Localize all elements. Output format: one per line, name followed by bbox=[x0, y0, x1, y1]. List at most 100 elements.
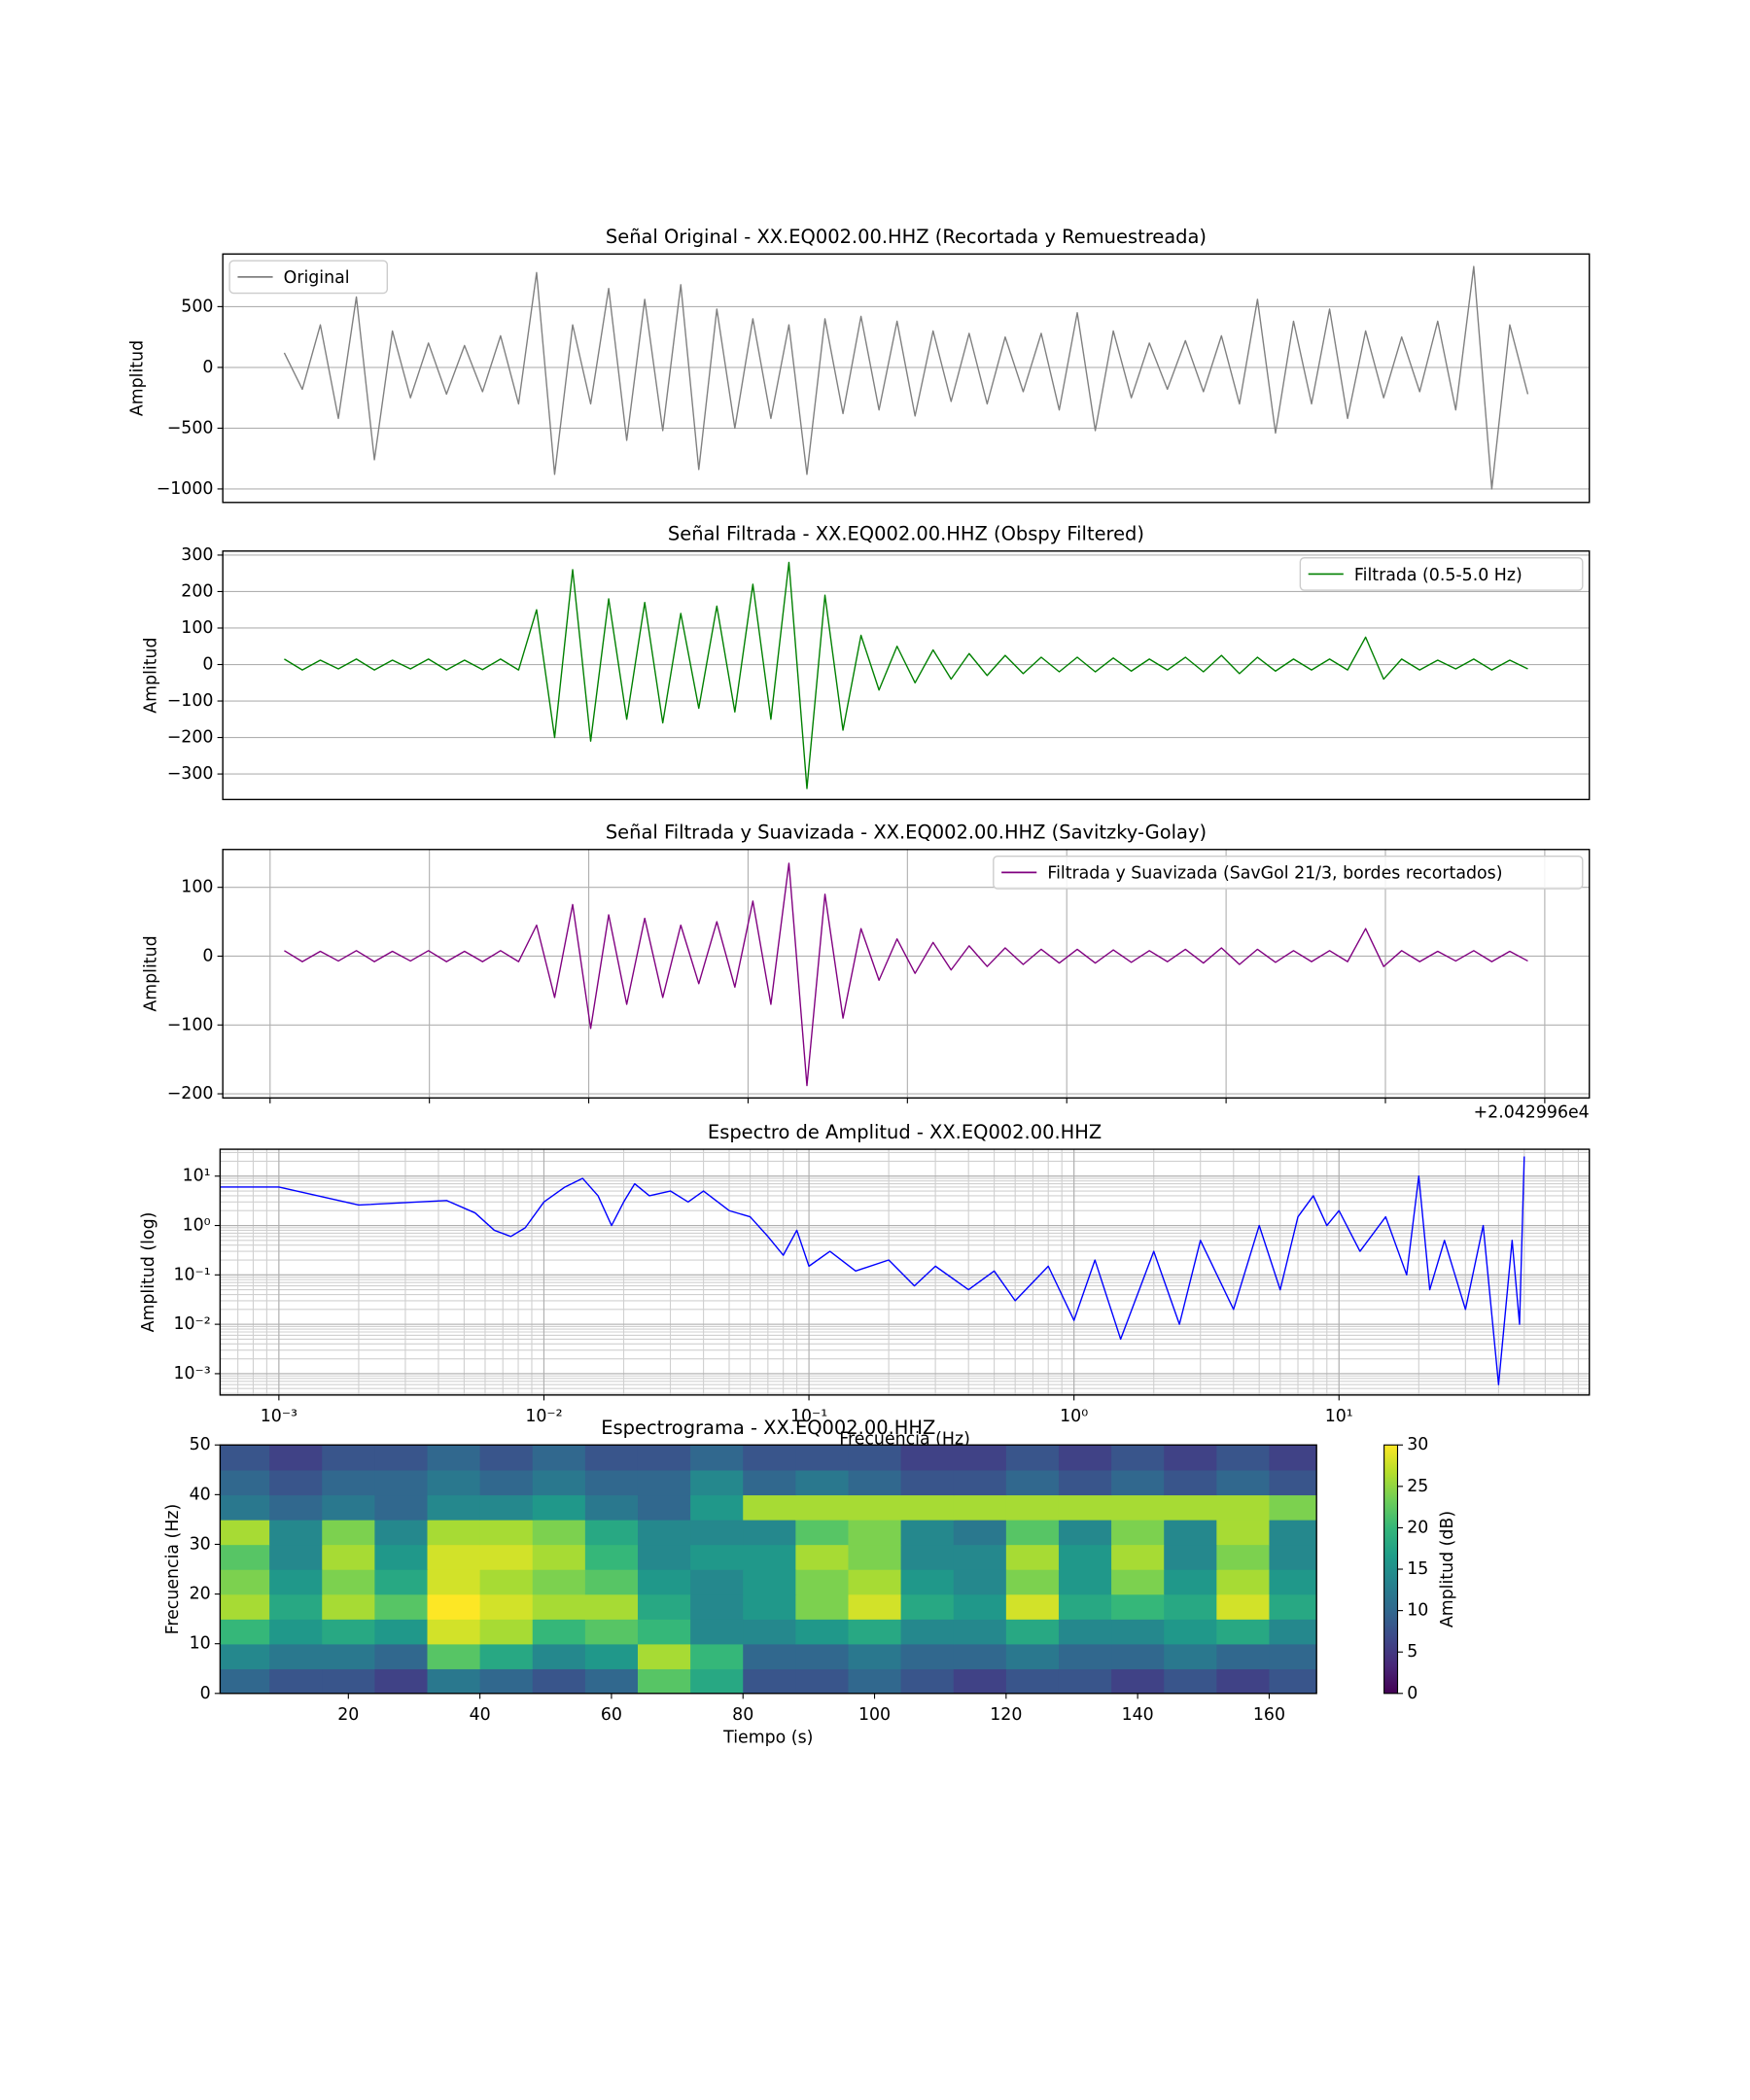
heatmap-cell bbox=[479, 1544, 534, 1570]
heatmap-cell bbox=[584, 1643, 639, 1669]
chart-title: Espectrograma - XX.EQ002.00.HHZ bbox=[601, 1417, 935, 1439]
heatmap-cell bbox=[1216, 1619, 1271, 1645]
x-tick-label: 100 bbox=[858, 1705, 891, 1725]
heatmap-cell bbox=[690, 1643, 744, 1669]
colorbar-tick-label: 5 bbox=[1407, 1642, 1418, 1662]
y-tick-label: 40 bbox=[190, 1485, 211, 1504]
x-tick-label: 80 bbox=[732, 1705, 753, 1725]
colorbar-tick-label: 20 bbox=[1407, 1518, 1428, 1537]
series-line bbox=[284, 862, 1528, 1087]
heatmap-cell bbox=[374, 1619, 429, 1645]
heatmap-cell bbox=[584, 1544, 639, 1570]
heatmap-cell bbox=[953, 1519, 1007, 1546]
heatmap-cell bbox=[637, 1569, 691, 1595]
heatmap-cell bbox=[795, 1494, 850, 1521]
heatmap-cell bbox=[269, 1469, 323, 1496]
heatmap-cell bbox=[848, 1668, 902, 1694]
heatmap-cell bbox=[743, 1544, 797, 1570]
axes-frame bbox=[219, 1444, 1317, 1695]
heatmap-cell bbox=[220, 1519, 270, 1546]
heatmap-cell bbox=[1216, 1544, 1271, 1570]
heatmap-cell bbox=[374, 1445, 429, 1471]
heatmap-cell bbox=[1111, 1619, 1165, 1645]
heatmap-cell bbox=[269, 1519, 323, 1546]
heatmap-cell bbox=[269, 1668, 323, 1694]
colorbar-tick-label: 10 bbox=[1407, 1601, 1428, 1621]
heatmap-cell bbox=[743, 1519, 797, 1546]
heatmap-cell bbox=[1058, 1544, 1112, 1570]
legend-label: Filtrada (0.5-5.0 Hz) bbox=[1354, 566, 1522, 585]
heatmap-cell bbox=[1058, 1619, 1112, 1645]
heatmap-cell bbox=[532, 1643, 586, 1669]
y-tick-label: 10¹ bbox=[183, 1167, 211, 1186]
heatmap-cell bbox=[795, 1445, 850, 1471]
heatmap-cell bbox=[795, 1544, 850, 1570]
heatmap-cell bbox=[637, 1668, 691, 1694]
heatmap-cell bbox=[532, 1544, 586, 1570]
heatmap-cell bbox=[584, 1469, 639, 1496]
axes-frame bbox=[219, 1148, 1591, 1396]
chart-title: Señal Original - XX.EQ002.00.HHZ (Recort… bbox=[606, 226, 1207, 248]
y-tick-label: −500 bbox=[167, 418, 214, 438]
heatmap-cell bbox=[479, 1494, 534, 1521]
heatmap-cell bbox=[532, 1619, 586, 1645]
heatmap-cell bbox=[637, 1544, 691, 1570]
heatmap-cell bbox=[900, 1519, 955, 1546]
heatmap-cell bbox=[220, 1643, 270, 1669]
heatmap-cell bbox=[690, 1494, 744, 1521]
heatmap-cell bbox=[220, 1668, 270, 1694]
heatmap-cell bbox=[900, 1619, 955, 1645]
heatmap-cell bbox=[1111, 1643, 1165, 1669]
x-offset-label: +2.042996e4 bbox=[1474, 1103, 1590, 1123]
legend-label: Original bbox=[284, 268, 350, 288]
heatmap-cell bbox=[1058, 1668, 1112, 1694]
heatmap-cell bbox=[1058, 1494, 1112, 1521]
heatmap-cell bbox=[1005, 1668, 1060, 1694]
heatmap-cell bbox=[690, 1544, 744, 1570]
axes-frame bbox=[222, 849, 1591, 1099]
heatmap-cell bbox=[900, 1643, 955, 1669]
heatmap-cell bbox=[795, 1643, 850, 1669]
heatmap-cell bbox=[637, 1593, 691, 1620]
heatmap-cell bbox=[1005, 1569, 1060, 1595]
heatmap-cell bbox=[479, 1445, 534, 1471]
heatmap-cell bbox=[900, 1668, 955, 1694]
axes-frame bbox=[222, 253, 1591, 504]
heatmap-cell bbox=[1269, 1445, 1317, 1471]
heatmap-cell bbox=[1164, 1593, 1218, 1620]
heatmap-cell bbox=[900, 1494, 955, 1521]
heatmap-cell bbox=[1164, 1519, 1218, 1546]
heatmap-cell bbox=[848, 1619, 902, 1645]
colorbar-tick-label: 30 bbox=[1407, 1435, 1428, 1454]
heatmap-cell bbox=[1111, 1593, 1165, 1620]
heatmap-cell bbox=[374, 1569, 429, 1595]
heatmap-cell bbox=[322, 1494, 376, 1521]
heatmap-cell bbox=[427, 1445, 481, 1471]
heatmap-cell bbox=[584, 1619, 639, 1645]
heatmap-cell bbox=[322, 1445, 376, 1471]
heatmap-cell bbox=[220, 1494, 270, 1521]
heatmap-cell bbox=[953, 1494, 1007, 1521]
heatmap-cell bbox=[269, 1445, 323, 1471]
heatmap-cell bbox=[1269, 1494, 1317, 1521]
heatmap-cell bbox=[900, 1544, 955, 1570]
heatmap-cell bbox=[690, 1593, 744, 1620]
heatmap-cell bbox=[690, 1445, 744, 1471]
heatmap-cell bbox=[1058, 1519, 1112, 1546]
heatmap-cell bbox=[637, 1445, 691, 1471]
heatmap-cell bbox=[690, 1619, 744, 1645]
heatmap-cell bbox=[584, 1445, 639, 1471]
heatmap-cell bbox=[322, 1593, 376, 1620]
x-tick-label: 60 bbox=[601, 1705, 622, 1725]
heatmap-cell bbox=[1111, 1494, 1165, 1521]
x-tick-label: 160 bbox=[1253, 1705, 1285, 1725]
heatmap-cell bbox=[374, 1469, 429, 1496]
heatmap-cell bbox=[953, 1445, 1007, 1471]
heatmap-cell bbox=[690, 1569, 744, 1595]
legend-label: Filtrada y Suavizada (SavGol 21/3, borde… bbox=[1047, 864, 1502, 884]
heatmap-cell bbox=[1269, 1469, 1317, 1496]
heatmap-cell bbox=[953, 1469, 1007, 1496]
heatmap-cell bbox=[479, 1593, 534, 1620]
heatmap-cell bbox=[479, 1668, 534, 1694]
y-tick-label: −100 bbox=[167, 1015, 214, 1034]
